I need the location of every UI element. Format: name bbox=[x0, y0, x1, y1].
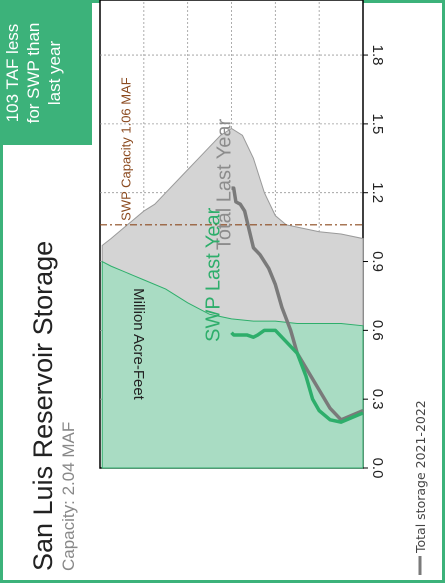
callout-line-2: last year bbox=[45, 41, 64, 106]
y-axis: 0.0 0.3 0.6 0.9 1.2 1.5 1.8 bbox=[363, 45, 386, 479]
capacity-reference: SWP Capacity 1.06 MAF bbox=[100, 77, 363, 226]
legend-total-storage-label: Total storage 2021-2022 bbox=[413, 400, 428, 554]
ytick-label-4: 1.2 bbox=[369, 182, 386, 203]
ytick-label-0: 0.0 bbox=[369, 458, 386, 479]
callout-text: 103 TAF less for SWP than last year bbox=[3, 23, 64, 124]
label-swp-last-year: SWP Last Year bbox=[202, 207, 224, 342]
capacity-label: SWP Capacity 1.06 MAF bbox=[119, 77, 134, 221]
ytick-label-1: 0.3 bbox=[369, 389, 386, 410]
ytick-label-3: 0.9 bbox=[369, 251, 386, 272]
label-total-last-year: Total Last Year bbox=[213, 119, 235, 251]
chart-title: San Luis Reservoir Storage bbox=[28, 241, 58, 571]
callout-line-0: 103 TAF less bbox=[3, 24, 22, 123]
area-swp-last-year bbox=[101, 260, 364, 469]
line-swp-storage bbox=[230, 328, 364, 424]
ytick-label-5: 1.5 bbox=[369, 113, 386, 134]
ytick-label-2: 0.6 bbox=[369, 320, 386, 341]
legend: Total storage 2021-2022SWP storage 2021-… bbox=[413, 400, 428, 575]
chart-subtitle: Capacity: 2.04 MAF bbox=[59, 422, 78, 571]
ytick-label-6: 1.8 bbox=[369, 45, 386, 66]
line-total-storage bbox=[231, 186, 364, 422]
callout-line-1: for SWP than bbox=[24, 23, 43, 124]
area-series bbox=[101, 127, 364, 469]
line-series bbox=[230, 186, 364, 424]
y-axis-label: Million Acre-Feet bbox=[130, 288, 147, 401]
callout-box bbox=[0, 0, 92, 145]
